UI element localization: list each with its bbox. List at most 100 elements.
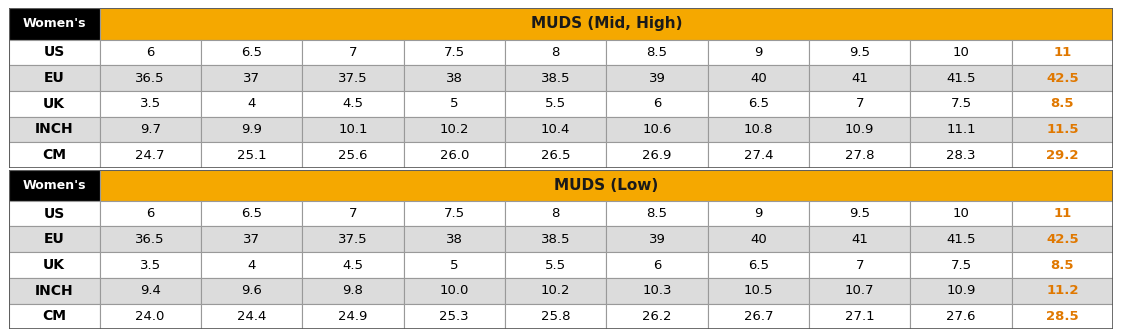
Text: 5: 5 xyxy=(450,258,459,271)
Text: 8.5: 8.5 xyxy=(1050,258,1074,271)
Bar xyxy=(505,226,606,252)
Bar xyxy=(1012,142,1113,168)
Text: 5.5: 5.5 xyxy=(545,97,567,110)
Text: 6.5: 6.5 xyxy=(747,258,769,271)
Text: 9: 9 xyxy=(754,207,763,220)
Bar xyxy=(606,117,708,142)
Text: 6.5: 6.5 xyxy=(747,97,769,110)
Bar xyxy=(9,252,100,278)
Text: 11.5: 11.5 xyxy=(1046,123,1078,136)
Bar xyxy=(201,304,302,329)
Bar xyxy=(302,304,404,329)
Bar xyxy=(809,304,910,329)
Text: 6: 6 xyxy=(146,46,155,59)
Bar xyxy=(606,142,708,168)
Text: 3.5: 3.5 xyxy=(139,258,160,271)
Bar xyxy=(100,142,201,168)
Text: 9.6: 9.6 xyxy=(241,284,261,297)
Bar xyxy=(201,278,302,304)
Bar xyxy=(809,201,910,226)
Text: 42.5: 42.5 xyxy=(1046,233,1078,246)
Bar xyxy=(910,226,1012,252)
Bar xyxy=(9,278,100,304)
Bar xyxy=(100,40,201,65)
Text: 10.8: 10.8 xyxy=(744,123,773,136)
Text: 3.5: 3.5 xyxy=(139,97,160,110)
Text: 9.7: 9.7 xyxy=(139,123,160,136)
Bar xyxy=(809,40,910,65)
Text: 10: 10 xyxy=(953,207,969,220)
Text: 10.2: 10.2 xyxy=(541,284,570,297)
Bar xyxy=(201,117,302,142)
Bar xyxy=(1012,304,1113,329)
Text: 28.3: 28.3 xyxy=(946,149,976,162)
Bar xyxy=(1012,65,1113,91)
Bar xyxy=(201,142,302,168)
Text: 25.6: 25.6 xyxy=(338,149,368,162)
Text: 36.5: 36.5 xyxy=(136,233,165,246)
Bar xyxy=(708,40,809,65)
Bar xyxy=(9,142,100,168)
Text: 27.6: 27.6 xyxy=(946,310,976,323)
Text: Women's: Women's xyxy=(22,17,86,31)
Text: CM: CM xyxy=(43,148,66,162)
Bar xyxy=(809,252,910,278)
Text: 41: 41 xyxy=(852,233,868,246)
Bar xyxy=(1012,226,1113,252)
Bar xyxy=(708,201,809,226)
Text: 26.9: 26.9 xyxy=(642,149,672,162)
Text: 26.2: 26.2 xyxy=(642,310,672,323)
Text: 7.5: 7.5 xyxy=(443,207,465,220)
Text: 25.1: 25.1 xyxy=(237,149,266,162)
Text: 9.8: 9.8 xyxy=(342,284,364,297)
Text: 10: 10 xyxy=(953,46,969,59)
Text: 29.2: 29.2 xyxy=(1046,149,1078,162)
Bar xyxy=(1012,252,1113,278)
Bar xyxy=(201,40,302,65)
Text: 41.5: 41.5 xyxy=(946,72,976,85)
Text: 41.5: 41.5 xyxy=(946,233,976,246)
Text: 10.2: 10.2 xyxy=(440,123,469,136)
Bar xyxy=(910,278,1012,304)
Bar xyxy=(505,252,606,278)
Bar xyxy=(302,65,404,91)
Text: 37.5: 37.5 xyxy=(338,72,368,85)
Bar xyxy=(404,91,505,117)
Text: 24.0: 24.0 xyxy=(136,310,165,323)
Bar xyxy=(9,117,100,142)
Text: 7.5: 7.5 xyxy=(443,46,465,59)
Bar xyxy=(100,226,201,252)
Bar xyxy=(809,117,910,142)
Bar xyxy=(9,170,100,201)
Bar xyxy=(100,117,201,142)
Bar xyxy=(505,304,606,329)
Bar xyxy=(404,226,505,252)
Bar xyxy=(404,142,505,168)
Text: 25.8: 25.8 xyxy=(541,310,570,323)
Bar xyxy=(100,65,201,91)
Text: 10.3: 10.3 xyxy=(642,284,672,297)
Bar xyxy=(910,252,1012,278)
Bar xyxy=(302,201,404,226)
Text: 10.5: 10.5 xyxy=(744,284,773,297)
Text: Women's: Women's xyxy=(22,179,86,192)
Text: 36.5: 36.5 xyxy=(136,72,165,85)
Text: 38: 38 xyxy=(445,72,462,85)
Text: US: US xyxy=(44,207,65,221)
Bar xyxy=(910,304,1012,329)
Bar xyxy=(201,201,302,226)
Text: 27.1: 27.1 xyxy=(845,310,874,323)
Text: US: US xyxy=(44,45,65,59)
Text: 7.5: 7.5 xyxy=(950,258,972,271)
Text: EU: EU xyxy=(44,233,65,246)
Bar xyxy=(100,252,201,278)
Bar xyxy=(9,40,100,65)
Bar xyxy=(606,40,708,65)
Bar xyxy=(708,252,809,278)
Bar xyxy=(100,278,201,304)
Text: 4.5: 4.5 xyxy=(342,97,364,110)
Bar xyxy=(708,117,809,142)
Bar xyxy=(100,201,201,226)
Bar xyxy=(404,278,505,304)
Bar xyxy=(9,226,100,252)
